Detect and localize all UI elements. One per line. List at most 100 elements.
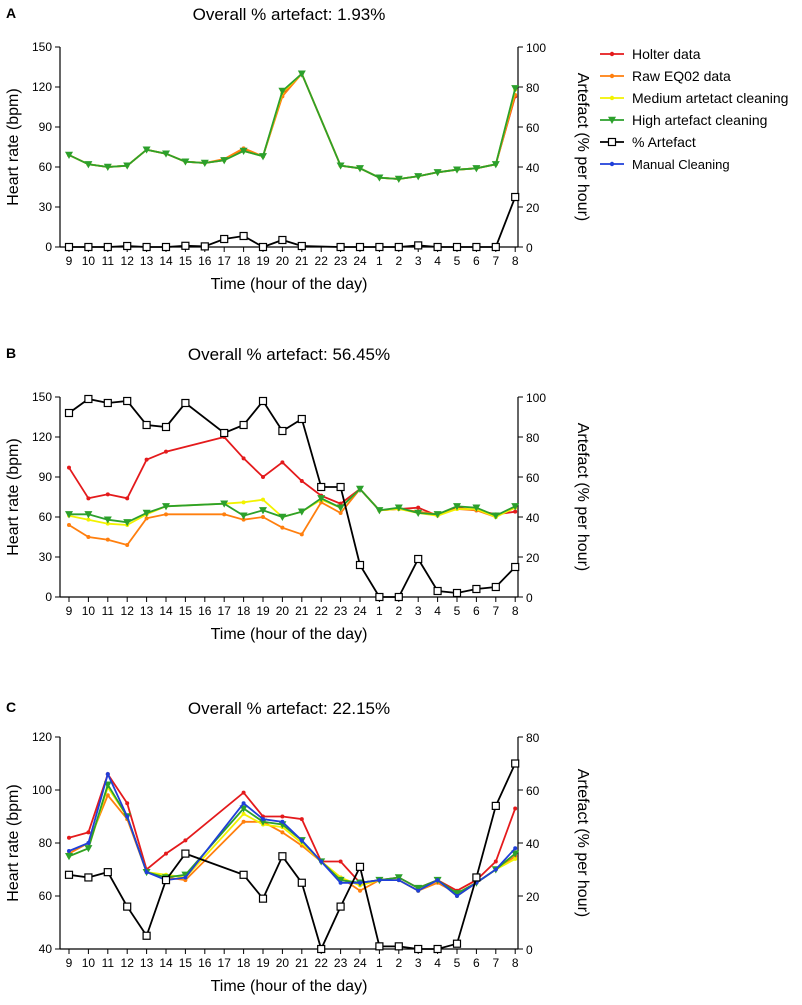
data-point-high <box>414 509 423 517</box>
x-tick-label: 4 <box>434 956 441 970</box>
data-point-raw <box>299 532 304 537</box>
x-tick-label: 19 <box>256 604 270 618</box>
data-point-artefact <box>394 942 403 951</box>
x-tick-label: 8 <box>512 956 519 970</box>
x-tick-label: 20 <box>276 604 290 618</box>
series-high <box>65 485 520 527</box>
data-point-artefact <box>258 894 268 903</box>
data-point-artefact <box>239 870 248 879</box>
data-point-high <box>394 874 403 882</box>
x-tick-label: 3 <box>415 604 422 618</box>
x-tick-label: 5 <box>454 254 461 268</box>
data-point-high <box>491 161 500 169</box>
x-tick-label: 20 <box>276 956 290 970</box>
y-tick-label: 80 <box>39 836 53 850</box>
x-tick-label: 18 <box>237 254 251 268</box>
data-point-high <box>220 500 229 508</box>
x-tick-label: 15 <box>179 604 193 618</box>
x-tick-label: 5 <box>454 956 461 970</box>
data-point-manual <box>319 859 324 864</box>
data-point-holter <box>299 817 304 822</box>
data-point-artefact <box>433 586 442 596</box>
data-point-holter <box>241 456 246 461</box>
data-point-high <box>336 876 345 885</box>
data-point-artefact <box>414 944 423 954</box>
data-point-artefact <box>123 396 132 406</box>
data-point-high <box>239 512 248 520</box>
series-medium <box>67 71 518 181</box>
data-point-raw <box>105 793 110 798</box>
x-tick-label: 1 <box>376 254 383 268</box>
data-point-raw <box>125 543 130 547</box>
x-tick-label: 13 <box>140 956 154 970</box>
data-point-artefact <box>142 420 151 430</box>
data-point-holter <box>280 460 285 465</box>
data-point-holter <box>67 465 71 470</box>
y2-tick-label: 0 <box>526 241 533 255</box>
x-tick-label: 20 <box>276 254 290 268</box>
data-point-medium <box>241 500 246 505</box>
x-tick-label: 4 <box>434 604 441 618</box>
data-point-holter <box>125 496 130 501</box>
data-point-artefact <box>220 234 229 244</box>
x-tick-label: 15 <box>179 956 193 970</box>
data-point-high <box>453 166 461 174</box>
data-point-high <box>65 151 73 159</box>
y-tick-label: 120 <box>32 430 52 444</box>
data-point-high <box>433 169 442 177</box>
data-point-medium <box>513 856 518 861</box>
x-tick-label: 13 <box>140 254 154 268</box>
data-point-high <box>336 162 345 170</box>
data-point-artefact <box>375 942 384 951</box>
y2-tick-label: 60 <box>526 784 540 798</box>
data-point-high <box>491 512 500 520</box>
legend-item-holter: Holter data <box>600 46 701 62</box>
series-holter <box>67 71 518 181</box>
data-point-artefact <box>355 560 365 570</box>
data-point-raw <box>358 888 362 893</box>
data-point-artefact <box>103 868 112 877</box>
x-axis-label: Time (hour of the day) <box>211 276 368 293</box>
x-tick-label: 8 <box>512 604 519 618</box>
data-point-artefact <box>64 242 74 252</box>
panel-letter: A <box>6 5 16 21</box>
x-tick-label: 11 <box>102 956 115 970</box>
data-point-raw <box>86 535 91 539</box>
chart-title: Overall % artefact: 22.15% <box>188 699 390 718</box>
data-point-manual <box>280 819 285 824</box>
x-tick-label: 5 <box>454 604 461 618</box>
data-point-manual <box>144 870 149 875</box>
data-point-manual <box>358 880 362 885</box>
legend-item-high: High artefact cleaning <box>600 112 767 128</box>
data-point-holter <box>164 851 168 856</box>
data-point-artefact <box>123 902 132 911</box>
y2-axis-label: Artefact (% per hour) <box>574 73 591 222</box>
data-point-artefact <box>297 241 306 251</box>
x-tick-label: 11 <box>102 604 115 618</box>
y2-tick-label: 100 <box>526 41 546 55</box>
x-tick-label: 18 <box>237 604 251 618</box>
data-point-artefact <box>258 396 268 406</box>
data-point-artefact <box>472 873 481 882</box>
y-tick-label: 60 <box>39 510 53 524</box>
data-point-high <box>394 504 403 512</box>
x-tick-label: 12 <box>121 254 135 268</box>
data-point-artefact <box>472 584 481 594</box>
data-point-high <box>220 157 229 165</box>
data-point-manual <box>261 817 265 822</box>
data-point-artefact <box>84 394 93 404</box>
x-tick-label: 18 <box>237 956 251 970</box>
data-point-high <box>142 146 151 154</box>
data-point-artefact <box>394 592 403 602</box>
x-tick-label: 10 <box>82 604 96 618</box>
data-point-artefact <box>84 242 93 252</box>
series-line-raw <box>68 793 516 895</box>
data-point-high <box>336 504 345 512</box>
data-point-manual <box>125 814 130 819</box>
data-point-manual <box>455 894 459 898</box>
data-point-raw <box>67 523 71 527</box>
series-line-artefact <box>69 196 517 248</box>
chart-title: Overall % artefact: 56.45% <box>188 345 390 364</box>
data-point-artefact <box>161 422 171 432</box>
data-point-holter <box>105 492 110 497</box>
